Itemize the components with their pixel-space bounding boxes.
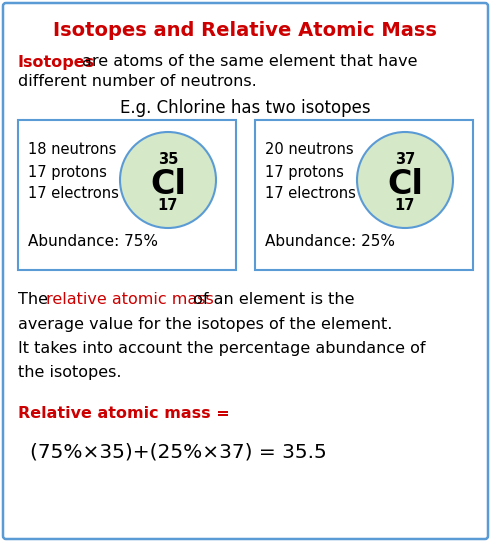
Text: average value for the isotopes of the element.: average value for the isotopes of the el… [18, 317, 392, 332]
Text: Abundance: 25%: Abundance: 25% [265, 235, 395, 249]
Circle shape [357, 132, 453, 228]
Text: relative atomic mass: relative atomic mass [46, 293, 214, 307]
Text: 37: 37 [395, 152, 415, 167]
Text: different number of neutrons.: different number of neutrons. [18, 74, 257, 89]
Text: 17 protons: 17 protons [28, 165, 107, 179]
Text: Cl: Cl [387, 167, 423, 201]
Text: The: The [18, 293, 53, 307]
Circle shape [120, 132, 216, 228]
Text: 20 neutrons: 20 neutrons [265, 143, 354, 158]
FancyBboxPatch shape [255, 120, 473, 270]
Text: 17 electrons: 17 electrons [265, 186, 356, 202]
Text: E.g. Chlorine has two isotopes: E.g. Chlorine has two isotopes [120, 99, 370, 117]
Text: Isotopes: Isotopes [18, 55, 95, 69]
Text: (75%×35)+(25%×37) = 35.5: (75%×35)+(25%×37) = 35.5 [30, 442, 327, 461]
Text: of an element is the: of an element is the [188, 293, 355, 307]
Text: the isotopes.: the isotopes. [18, 365, 121, 379]
FancyBboxPatch shape [18, 120, 236, 270]
Text: 17: 17 [158, 197, 178, 212]
Text: 17 electrons: 17 electrons [28, 186, 119, 202]
Text: 18 neutrons: 18 neutrons [28, 143, 116, 158]
Text: Abundance: 75%: Abundance: 75% [28, 235, 158, 249]
Text: 17 protons: 17 protons [265, 165, 344, 179]
Text: Relative atomic mass =: Relative atomic mass = [18, 406, 230, 422]
Text: It takes into account the percentage abundance of: It takes into account the percentage abu… [18, 340, 426, 356]
FancyBboxPatch shape [3, 3, 488, 539]
Text: 35: 35 [158, 152, 178, 167]
Text: are atoms of the same element that have: are atoms of the same element that have [82, 55, 417, 69]
Text: 17: 17 [395, 197, 415, 212]
Text: Cl: Cl [150, 167, 186, 201]
Text: Isotopes and Relative Atomic Mass: Isotopes and Relative Atomic Mass [53, 21, 437, 40]
